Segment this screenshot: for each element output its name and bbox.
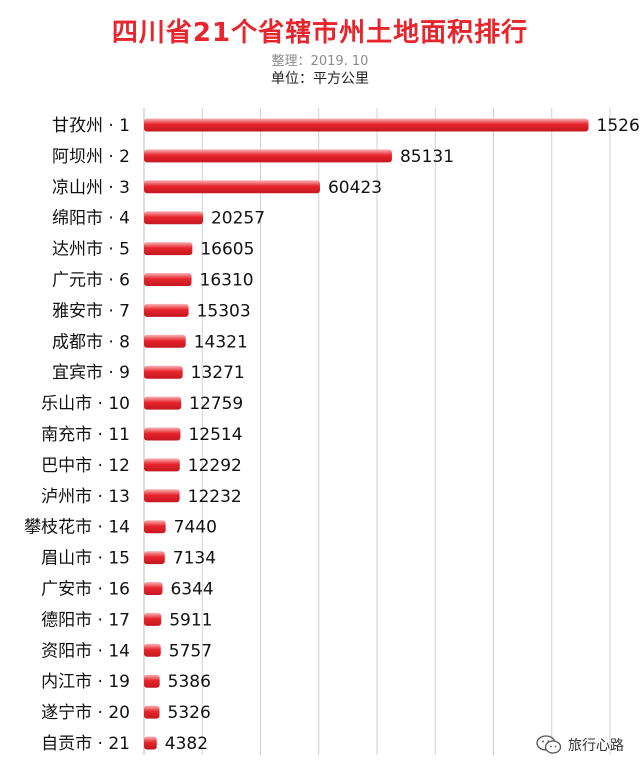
chart-subtitle: 整理：2019. 10	[271, 54, 369, 69]
value-label: 12292	[188, 456, 242, 476]
value-labels: 152629 85131 60423 20257 16605 16310 15303 1432…	[165, 116, 640, 754]
category-label: 德阳市 · 17	[41, 610, 130, 630]
category-label: 南充市 · 11	[41, 425, 130, 445]
category-label: 眉山市 · 15	[41, 549, 130, 569]
bar	[144, 736, 157, 750]
unit-label: 单位：平方公里	[271, 71, 369, 87]
bar	[144, 303, 189, 317]
category-label: 泸州市 · 13	[41, 487, 130, 507]
bar	[144, 365, 183, 379]
bar	[144, 674, 160, 688]
category-label: 达州市 · 5	[52, 240, 130, 260]
value-label: 5911	[169, 610, 212, 630]
value-label: 5326	[168, 703, 211, 723]
category-label: 遂宁市 · 20	[41, 703, 130, 723]
value-label: 12232	[188, 487, 242, 507]
category-label: 内江市 · 19	[41, 672, 130, 692]
bars	[144, 118, 589, 750]
value-label: 15303	[197, 301, 251, 321]
value-label: 20257	[211, 209, 265, 229]
grid-lines	[143, 108, 611, 755]
category-label: 甘孜州 · 1	[52, 116, 130, 136]
category-label: 雅安市 · 7	[52, 301, 130, 321]
value-label: 7134	[173, 549, 216, 569]
bar	[144, 242, 193, 256]
bar	[144, 180, 320, 194]
bar	[144, 612, 162, 626]
wechat-icon	[536, 735, 562, 754]
category-label: 乐山市 · 10	[41, 394, 130, 414]
category-labels: 甘孜州 · 1 阿坝州 · 2 凉山州 · 3 绵阳市 · 4 达州市 · 5 广元市 ·…	[24, 116, 130, 754]
value-label: 60423	[328, 178, 382, 198]
value-label: 12759	[189, 394, 243, 414]
category-label: 成都市 · 8	[52, 332, 130, 352]
value-label: 13271	[191, 363, 245, 383]
value-label: 7440	[174, 518, 217, 538]
category-label: 广安市 · 16	[41, 580, 130, 600]
bar	[144, 551, 165, 565]
category-label: 自贡市 · 21	[41, 734, 130, 754]
bar	[144, 458, 180, 472]
bar	[144, 520, 166, 534]
watermark: 旅行心路	[536, 735, 624, 755]
category-label: 巴中市 · 12	[41, 456, 130, 476]
category-label: 凉山州 · 3	[52, 178, 130, 198]
value-label: 6344	[170, 580, 213, 600]
bar	[144, 643, 161, 657]
value-label: 152629	[597, 116, 640, 136]
category-label: 阿坝州 · 2	[52, 147, 130, 167]
category-label: 攀枝花市 · 14	[24, 518, 130, 538]
bar	[144, 149, 392, 163]
bar	[144, 211, 203, 225]
bar	[144, 582, 163, 595]
value-label: 14321	[194, 332, 248, 352]
value-label: 85131	[400, 147, 454, 167]
value-label: 16310	[200, 271, 254, 291]
watermark-text: 旅行心路	[568, 738, 624, 754]
value-label: 16605	[200, 240, 254, 260]
category-label: 宜宾市 · 9	[52, 363, 130, 383]
value-label: 12514	[188, 425, 242, 445]
value-label: 4382	[165, 734, 208, 754]
category-label: 绵阳市 · 4	[52, 209, 130, 229]
bar	[144, 489, 180, 503]
bar	[144, 118, 589, 132]
value-label: 5757	[169, 641, 212, 661]
bar	[144, 705, 160, 719]
category-label: 广元市 · 6	[52, 271, 130, 291]
category-label: 资阳市 · 14	[41, 641, 130, 661]
bar	[144, 427, 181, 441]
bar	[144, 273, 192, 286]
chart-title: 四川省21个省辖市州土地面积排行	[111, 18, 529, 48]
value-label: 5386	[168, 672, 211, 692]
bar	[144, 396, 182, 410]
bar	[144, 334, 186, 348]
